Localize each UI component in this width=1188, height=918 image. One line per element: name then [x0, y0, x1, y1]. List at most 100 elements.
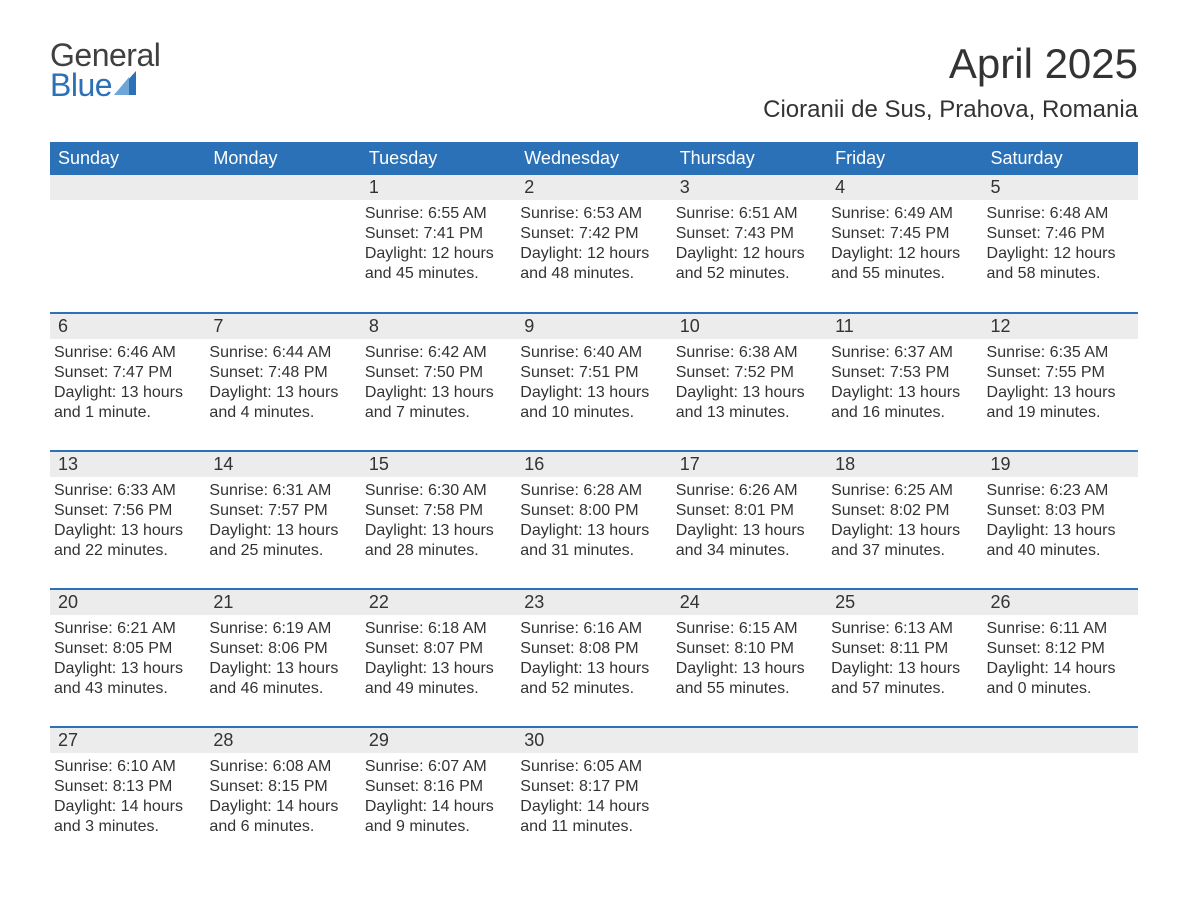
- sunrise-line: Sunrise: 6:19 AM: [209, 619, 354, 639]
- daylight-line: Daylight: 13 hours and 46 minutes.: [209, 659, 354, 699]
- daylight-line: Daylight: 14 hours and 0 minutes.: [987, 659, 1132, 699]
- daylight-line: Daylight: 13 hours and 57 minutes.: [831, 659, 976, 699]
- daylight-line: Daylight: 13 hours and 34 minutes.: [676, 521, 821, 561]
- brand-line2: Blue: [50, 70, 112, 100]
- sunrise-line: Sunrise: 6:30 AM: [365, 481, 510, 501]
- calendar-cell: 7Sunrise: 6:44 AMSunset: 7:48 PMDaylight…: [205, 313, 360, 451]
- sunrise-line: Sunrise: 6:44 AM: [209, 343, 354, 363]
- day-details: Sunrise: 6:28 AMSunset: 8:00 PMDaylight:…: [516, 477, 671, 569]
- sunset-line: Sunset: 7:56 PM: [54, 501, 199, 521]
- calendar-cell: 10Sunrise: 6:38 AMSunset: 7:52 PMDayligh…: [672, 313, 827, 451]
- day-number: 21: [205, 590, 360, 615]
- day-number: 3: [672, 175, 827, 200]
- day-number: 12: [983, 314, 1138, 339]
- day-number: 13: [50, 452, 205, 477]
- calendar-cell: 15Sunrise: 6:30 AMSunset: 7:58 PMDayligh…: [361, 451, 516, 589]
- sunrise-line: Sunrise: 6:49 AM: [831, 204, 976, 224]
- sunrise-line: Sunrise: 6:23 AM: [987, 481, 1132, 501]
- weekday-header: Saturday: [983, 142, 1138, 175]
- day-number-empty: [827, 728, 982, 753]
- calendar-cell: 27Sunrise: 6:10 AMSunset: 8:13 PMDayligh…: [50, 727, 205, 865]
- sunrise-line: Sunrise: 6:31 AM: [209, 481, 354, 501]
- day-number: 29: [361, 728, 516, 753]
- day-details: Sunrise: 6:26 AMSunset: 8:01 PMDaylight:…: [672, 477, 827, 569]
- daylight-line: Daylight: 13 hours and 31 minutes.: [520, 521, 665, 561]
- calendar-cell-empty: [983, 727, 1138, 865]
- day-number: 2: [516, 175, 671, 200]
- calendar-cell: 4Sunrise: 6:49 AMSunset: 7:45 PMDaylight…: [827, 175, 982, 313]
- sunrise-line: Sunrise: 6:11 AM: [987, 619, 1132, 639]
- sunrise-line: Sunrise: 6:05 AM: [520, 757, 665, 777]
- day-number: 24: [672, 590, 827, 615]
- calendar-cell: 21Sunrise: 6:19 AMSunset: 8:06 PMDayligh…: [205, 589, 360, 727]
- weekday-header: Monday: [205, 142, 360, 175]
- brand-line1: General: [50, 40, 160, 70]
- sunrise-line: Sunrise: 6:08 AM: [209, 757, 354, 777]
- day-number-empty: [672, 728, 827, 753]
- day-details: Sunrise: 6:53 AMSunset: 7:42 PMDaylight:…: [516, 200, 671, 292]
- sunrise-line: Sunrise: 6:37 AM: [831, 343, 976, 363]
- sunset-line: Sunset: 7:43 PM: [676, 224, 821, 244]
- day-details: Sunrise: 6:23 AMSunset: 8:03 PMDaylight:…: [983, 477, 1138, 569]
- day-number: 1: [361, 175, 516, 200]
- calendar-cell: 3Sunrise: 6:51 AMSunset: 7:43 PMDaylight…: [672, 175, 827, 313]
- day-details: Sunrise: 6:33 AMSunset: 7:56 PMDaylight:…: [50, 477, 205, 569]
- daylight-line: Daylight: 13 hours and 22 minutes.: [54, 521, 199, 561]
- daylight-line: Daylight: 12 hours and 58 minutes.: [987, 244, 1132, 284]
- daylight-line: Daylight: 12 hours and 52 minutes.: [676, 244, 821, 284]
- calendar-cell: 2Sunrise: 6:53 AMSunset: 7:42 PMDaylight…: [516, 175, 671, 313]
- day-number: 5: [983, 175, 1138, 200]
- calendar-cell: 23Sunrise: 6:16 AMSunset: 8:08 PMDayligh…: [516, 589, 671, 727]
- daylight-line: Daylight: 13 hours and 37 minutes.: [831, 521, 976, 561]
- calendar-week-row: 20Sunrise: 6:21 AMSunset: 8:05 PMDayligh…: [50, 589, 1138, 727]
- calendar-cell: 6Sunrise: 6:46 AMSunset: 7:47 PMDaylight…: [50, 313, 205, 451]
- sunset-line: Sunset: 8:16 PM: [365, 777, 510, 797]
- daylight-line: Daylight: 13 hours and 19 minutes.: [987, 383, 1132, 423]
- sunrise-line: Sunrise: 6:46 AM: [54, 343, 199, 363]
- daylight-line: Daylight: 13 hours and 16 minutes.: [831, 383, 976, 423]
- sunrise-line: Sunrise: 6:13 AM: [831, 619, 976, 639]
- calendar-cell: 14Sunrise: 6:31 AMSunset: 7:57 PMDayligh…: [205, 451, 360, 589]
- day-details: Sunrise: 6:51 AMSunset: 7:43 PMDaylight:…: [672, 200, 827, 292]
- sunset-line: Sunset: 7:52 PM: [676, 363, 821, 383]
- day-number: 23: [516, 590, 671, 615]
- page-title: April 2025: [763, 40, 1138, 88]
- sunset-line: Sunset: 8:01 PM: [676, 501, 821, 521]
- sunset-line: Sunset: 7:50 PM: [365, 363, 510, 383]
- calendar-cell-empty: [50, 175, 205, 313]
- calendar-cell: 26 Sunrise: 6:11 AMSunset: 8:12 PMDayligh…: [983, 589, 1138, 727]
- header: General Blue April 2025 Cioranii de Sus,…: [50, 40, 1138, 124]
- daylight-line: Daylight: 12 hours and 45 minutes.: [365, 244, 510, 284]
- day-number: 30: [516, 728, 671, 753]
- title-block: April 2025 Cioranii de Sus, Prahova, Rom…: [763, 40, 1138, 124]
- day-number-empty: [205, 175, 360, 200]
- sunset-line: Sunset: 8:08 PM: [520, 639, 665, 659]
- sail-icon: [114, 71, 142, 100]
- sunset-line: Sunset: 8:12 PM: [987, 639, 1132, 659]
- daylight-line: Daylight: 12 hours and 55 minutes.: [831, 244, 976, 284]
- sunset-line: Sunset: 7:57 PM: [209, 501, 354, 521]
- day-details: Sunrise: 6:19 AMSunset: 8:06 PMDaylight:…: [205, 615, 360, 707]
- sunrise-line: Sunrise: 6:18 AM: [365, 619, 510, 639]
- calendar-cell-empty: [672, 727, 827, 865]
- calendar-week-row: 6Sunrise: 6:46 AMSunset: 7:47 PMDaylight…: [50, 313, 1138, 451]
- daylight-line: Daylight: 13 hours and 52 minutes.: [520, 659, 665, 699]
- sunset-line: Sunset: 7:41 PM: [365, 224, 510, 244]
- day-number: 20: [50, 590, 205, 615]
- sunrise-line: Sunrise: 6:51 AM: [676, 204, 821, 224]
- day-number: 26: [983, 590, 1138, 615]
- day-number: 28: [205, 728, 360, 753]
- sunset-line: Sunset: 7:58 PM: [365, 501, 510, 521]
- day-details: Sunrise: 6:30 AMSunset: 7:58 PMDaylight:…: [361, 477, 516, 569]
- calendar-cell: 9Sunrise: 6:40 AMSunset: 7:51 PMDaylight…: [516, 313, 671, 451]
- sunset-line: Sunset: 8:05 PM: [54, 639, 199, 659]
- calendar-cell: 8Sunrise: 6:42 AMSunset: 7:50 PMDaylight…: [361, 313, 516, 451]
- calendar-cell: 5Sunrise: 6:48 AMSunset: 7:46 PMDaylight…: [983, 175, 1138, 313]
- daylight-line: Daylight: 13 hours and 1 minute.: [54, 383, 199, 423]
- day-details: Sunrise: 6:10 AMSunset: 8:13 PMDaylight:…: [50, 753, 205, 845]
- daylight-line: Daylight: 13 hours and 10 minutes.: [520, 383, 665, 423]
- sunset-line: Sunset: 7:48 PM: [209, 363, 354, 383]
- sunrise-line: Sunrise: 6:40 AM: [520, 343, 665, 363]
- sunset-line: Sunset: 8:13 PM: [54, 777, 199, 797]
- calendar-cell: 16Sunrise: 6:28 AMSunset: 8:00 PMDayligh…: [516, 451, 671, 589]
